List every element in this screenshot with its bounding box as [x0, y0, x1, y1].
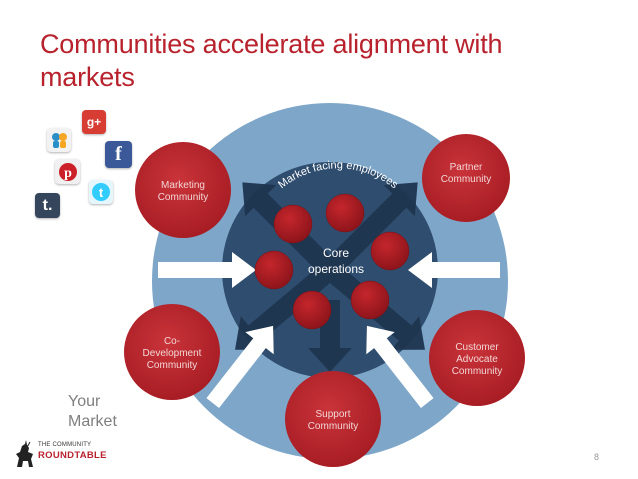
employee-circle — [254, 250, 294, 290]
svg-text:t: t — [99, 185, 104, 200]
partner-community-label: Community — [441, 174, 492, 185]
slideshare-icon — [47, 128, 71, 152]
inward-arrows — [158, 252, 500, 408]
support-community-label: Community — [308, 421, 359, 432]
your-market-label: Your Market — [68, 392, 117, 432]
svg-text:p: p — [64, 166, 72, 181]
core-label: Core — [323, 246, 349, 260]
customer-advocate-community-circle — [429, 310, 525, 406]
logo-main-text: ROUNDTABLE — [38, 450, 107, 461]
customer-advocate-community-label: Advocate — [456, 354, 498, 365]
your-label: Your — [68, 393, 101, 410]
google-plus-icon: g+ — [82, 110, 106, 134]
community-circles: MarketingCommunityPartnerCommunityCo-Dev… — [124, 134, 525, 467]
tumblr-icon: t. — [35, 193, 60, 218]
employee-circle — [273, 204, 313, 244]
employee-circle — [292, 290, 332, 330]
customer-advocate-community-label: Community — [452, 366, 503, 377]
co-development-community-circle — [124, 304, 220, 400]
partner-community-circle — [422, 134, 510, 222]
employee-circle — [325, 193, 365, 233]
partner-community-label: Partner — [450, 162, 483, 173]
co-development-community-label: Community — [147, 360, 198, 371]
page-number: 8 — [594, 452, 600, 462]
community-roundtable-logo: THE COMMUNITY ROUNDTABLE — [14, 440, 124, 470]
customer-advocate-community-label: Customer — [455, 342, 499, 353]
marketing-community-circle — [135, 142, 231, 238]
employee-circle — [350, 280, 390, 320]
co-development-community-label: Co- — [164, 336, 180, 347]
market-label: Market — [68, 413, 117, 430]
logo-top-text: THE COMMUNITY — [38, 442, 92, 448]
marketing-community-label: Marketing — [161, 180, 205, 191]
employee-circle — [370, 231, 410, 271]
twitter-icon: t — [89, 180, 113, 204]
slide-title: Communities accelerate alignment with ma… — [40, 29, 503, 92]
co-development-community-label: Development — [143, 348, 202, 359]
knight-logo-icon — [16, 440, 33, 467]
operations-label: operations — [308, 262, 364, 276]
pinterest-icon: p — [55, 159, 80, 184]
support-community-circle — [285, 371, 381, 467]
facebook-icon: f — [105, 141, 132, 168]
marketing-community-label: Community — [158, 192, 209, 203]
employee-circles — [254, 193, 410, 330]
support-community-label: Support — [315, 409, 350, 420]
